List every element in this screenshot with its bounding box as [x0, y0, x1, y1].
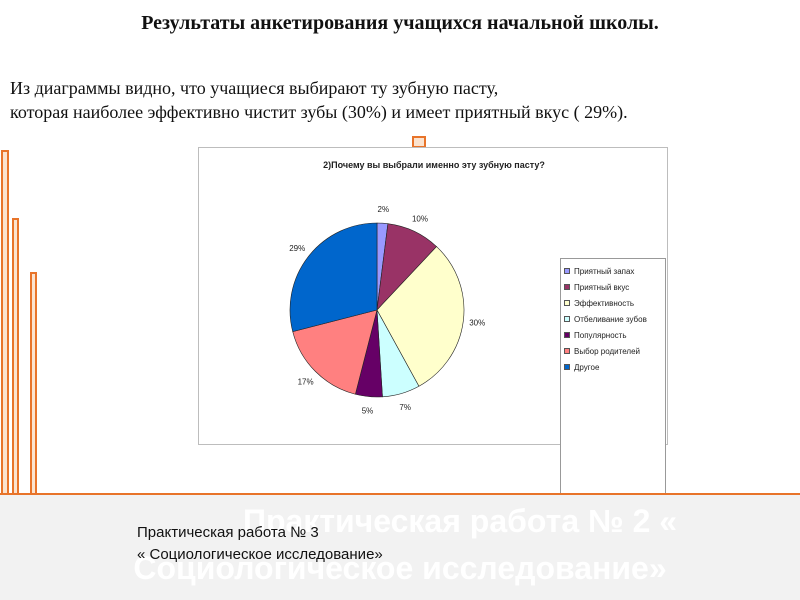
pie-data-label-4: 5% — [362, 407, 374, 416]
legend-item-3: Отбеливание зубов — [564, 311, 662, 327]
pie-chart-svg: 2% 10% 30% 7% 5% 17% 29% — [289, 205, 485, 416]
legend-item-4: Популярность — [564, 327, 662, 343]
pie-slice-5 — [292, 309, 378, 395]
legend-label: Выбор родителей — [574, 346, 640, 356]
slide-title: Результаты анкетирования учащихся началь… — [141, 12, 659, 34]
pie-data-label-3: 7% — [399, 403, 411, 412]
chart-title: 2)Почему вы выбрали именно эту зубную па… — [323, 160, 545, 170]
legend-item-1: Приятный вкус — [564, 279, 662, 295]
legend-swatch — [564, 316, 570, 322]
legend-item-2: Эффективность — [564, 295, 662, 311]
pie-chart: 2)Почему вы выбрали именно эту зубную па… — [198, 147, 668, 520]
description-line-2: которая наиболее эффективно чистит зубы … — [10, 102, 628, 122]
legend-label: Приятный запах — [574, 266, 635, 276]
slide-description: Из диаграммы видно, что учащиеся выбираю… — [10, 76, 790, 124]
pie-data-label-5: 17% — [298, 377, 314, 386]
pie-data-label-2: 30% — [469, 319, 485, 328]
legend-swatch — [564, 284, 570, 290]
footer-ghost-line-2: Социологическое исследование» — [133, 550, 667, 586]
legend-label: Эффективность — [574, 298, 635, 308]
pie-data-label-0: 2% — [378, 205, 390, 214]
legend-label: Другое — [574, 362, 600, 372]
description-line-1: Из диаграммы видно, что учащиеся выбираю… — [10, 78, 499, 98]
pie-data-label-1: 10% — [412, 215, 428, 224]
legend-label: Приятный вкус — [574, 282, 630, 292]
footer-caption: Практическая работа № 3 « Социологическо… — [137, 522, 383, 566]
legend-swatch — [564, 300, 570, 306]
pie-data-label-6: 29% — [289, 244, 305, 253]
footer-line-2: « Социологическое исследование» — [137, 546, 383, 563]
pie-slice-6 — [289, 222, 378, 333]
pie-slice-2 — [376, 246, 465, 387]
legend-item-5: Выбор родителей — [564, 343, 662, 359]
legend-swatch — [564, 268, 570, 274]
legend-swatch — [564, 348, 570, 354]
legend-item-0: Приятный запах — [564, 263, 662, 279]
legend-label: Отбеливание зубов — [574, 314, 647, 324]
footer-band — [0, 493, 800, 600]
footer-line-1: Практическая работа № 3 — [137, 524, 319, 541]
legend-swatch — [564, 332, 570, 338]
footer-ghost-line-1: Практическая работа № 2 « — [242, 503, 678, 539]
chart-legend: Приятный запах Приятный вкус Эффективность… — [560, 258, 666, 520]
legend-item-6: Другое — [564, 359, 662, 375]
legend-swatch — [564, 364, 570, 370]
legend-label: Популярность — [574, 330, 627, 340]
